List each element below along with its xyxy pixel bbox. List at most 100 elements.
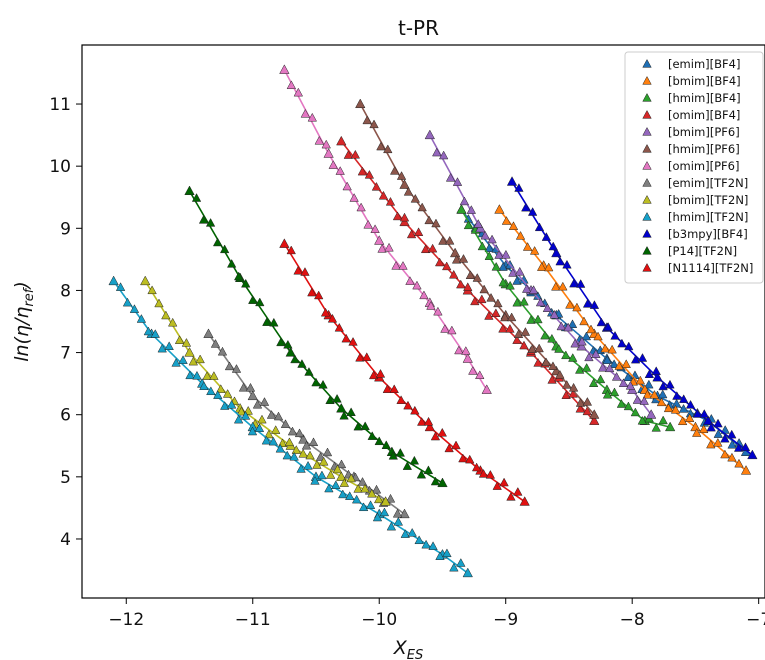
y-axis-title: ln(η/ηref) [11, 281, 37, 362]
data-point [380, 496, 391, 506]
data-point [579, 316, 589, 326]
data-point [115, 282, 126, 291]
data-point [252, 399, 263, 409]
data-point [491, 261, 501, 271]
data-point [392, 211, 403, 221]
data-point [435, 551, 445, 560]
data-point [241, 278, 251, 288]
legend-marker [642, 262, 652, 272]
data-point [395, 448, 406, 457]
data-point [434, 257, 445, 267]
data-point [426, 301, 436, 310]
data-point [437, 427, 447, 437]
data-point [512, 297, 522, 307]
data-point [238, 382, 249, 392]
data-point [381, 440, 391, 449]
data-point [324, 483, 334, 493]
data-point [219, 244, 230, 254]
data-point [210, 339, 221, 348]
data-point [678, 403, 689, 413]
data-point [178, 355, 188, 364]
data-point [501, 249, 511, 259]
data-point [665, 379, 675, 389]
data-point [515, 266, 525, 276]
data-point [338, 489, 348, 499]
data-point [477, 241, 488, 251]
data-point [396, 395, 406, 404]
data-point [212, 237, 223, 247]
data-point [501, 216, 512, 225]
data-point [384, 242, 394, 252]
data-point [222, 389, 233, 398]
legend-entry: [b3mpy][BF4] [668, 227, 748, 241]
data-point [623, 372, 633, 382]
data-point [733, 443, 744, 452]
data-point [468, 366, 478, 375]
data-point [568, 353, 578, 362]
data-point [371, 484, 382, 494]
data-point [312, 460, 322, 469]
data-point [670, 404, 681, 414]
data-point [492, 481, 502, 490]
legend: [emim][BF4] [bmim][BF4] [hmim][BF4] [omim][… [624, 51, 764, 284]
data-point [649, 390, 660, 399]
data-point [185, 370, 195, 380]
data-point [379, 507, 390, 517]
data-point [652, 371, 663, 382]
data-point [584, 352, 594, 362]
legend-entry: [omim][PF6] [668, 159, 739, 173]
data-point [327, 313, 338, 323]
data-point [508, 221, 519, 230]
y-tick-label: 6 [60, 406, 71, 426]
plot-marks [108, 64, 758, 578]
data-point [240, 410, 251, 420]
data-point [140, 275, 151, 286]
data-point [198, 214, 209, 224]
data-point [536, 262, 547, 271]
data-point [572, 302, 582, 312]
data-point [234, 271, 244, 281]
series-5 [355, 98, 600, 419]
data-point [678, 394, 689, 403]
data-point [136, 314, 147, 323]
data-point [433, 306, 443, 316]
data-point [285, 347, 296, 357]
data-point [533, 358, 543, 367]
series-7 [203, 328, 410, 519]
data-point [255, 297, 265, 307]
data-point [692, 409, 703, 418]
data-point [424, 421, 435, 432]
data-point [493, 298, 503, 308]
data-point [614, 361, 624, 370]
data-point [548, 241, 558, 251]
data-point [370, 224, 380, 233]
data-point [541, 232, 552, 241]
data-point [677, 416, 688, 426]
data-point [402, 461, 413, 470]
data-point [398, 261, 408, 270]
data-point [308, 437, 319, 447]
data-point [386, 521, 397, 531]
data-point [305, 450, 315, 460]
legend-entry: [hmim][PF6] [668, 142, 740, 156]
data-point [297, 359, 307, 368]
data-point [465, 270, 476, 279]
data-point [699, 409, 709, 418]
data-point [290, 354, 300, 364]
data-point [672, 391, 682, 400]
data-point [419, 290, 429, 300]
data-point [336, 402, 347, 413]
data-point [480, 230, 490, 240]
data-point [423, 465, 434, 475]
data-point [282, 450, 292, 460]
data-point [428, 541, 438, 550]
data-point [405, 276, 415, 285]
data-point [233, 414, 244, 424]
data-point [271, 425, 281, 434]
data-point [286, 80, 297, 90]
data-point [247, 390, 258, 401]
data-point [623, 401, 634, 411]
data-point [407, 527, 417, 537]
data-point [609, 359, 619, 368]
data-point [609, 387, 620, 397]
